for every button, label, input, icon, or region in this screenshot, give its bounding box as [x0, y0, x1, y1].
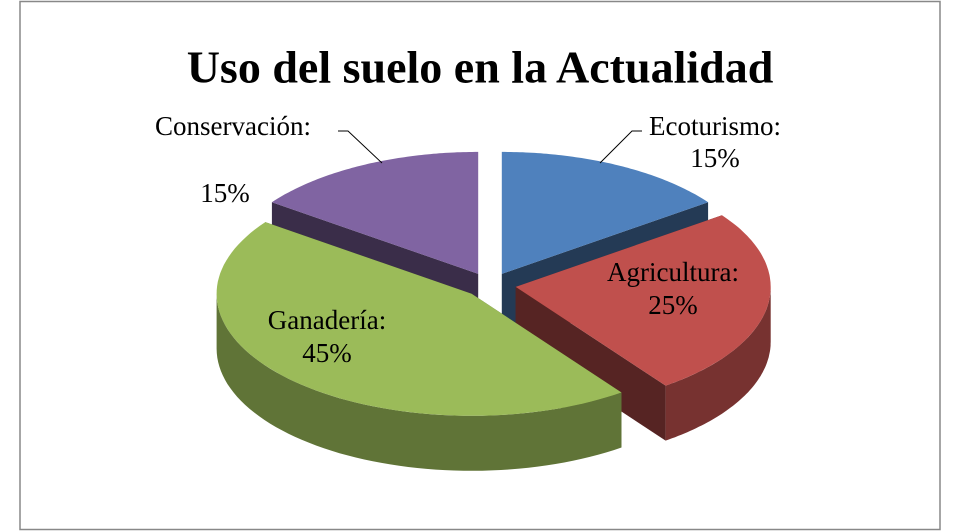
slice-wall	[216, 293, 622, 471]
data-label-name: Conservación:	[155, 111, 311, 141]
data-label-name: Ganadería:	[268, 305, 386, 335]
slice-wall	[665, 286, 771, 441]
data-label: 45%	[302, 338, 352, 368]
data-label-name: Ecoturismo:	[649, 111, 781, 141]
slice-side	[515, 286, 666, 441]
data-label: 15%	[200, 178, 250, 208]
slice	[216, 222, 622, 416]
slice	[271, 151, 479, 274]
data-label-name: Agricultura:	[607, 257, 739, 287]
data-label: 25%	[648, 290, 698, 320]
chart-title: Uso del suelo en la Actualidad	[187, 42, 774, 93]
data-label: 15%	[690, 143, 740, 173]
slice	[501, 151, 709, 274]
leader-line	[338, 130, 383, 164]
slice	[515, 215, 771, 386]
leader-line	[599, 130, 642, 164]
